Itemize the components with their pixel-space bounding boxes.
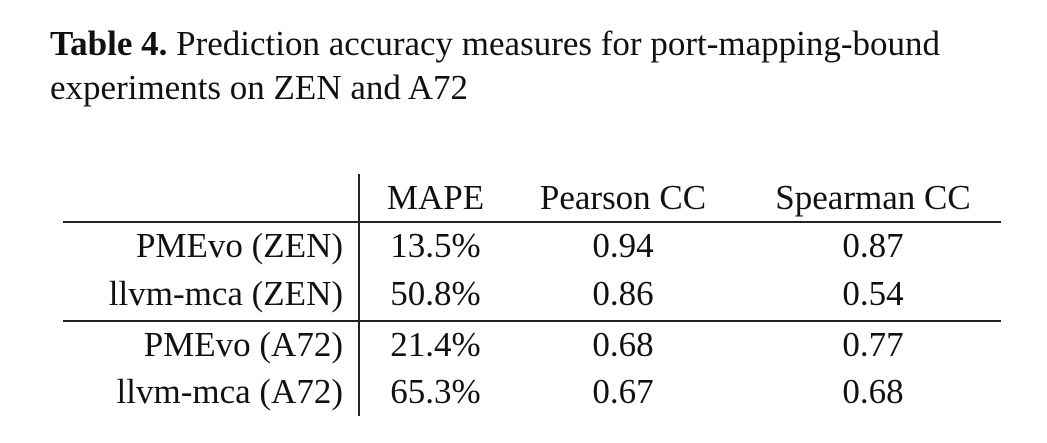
group-rule: [63, 320, 1001, 322]
cell-mape: 21.4%: [390, 325, 481, 364]
row-label: PMEvo (A72): [143, 325, 343, 364]
accuracy-table: MAPE Pearson CC Spearman CC PMEvo (ZEN) …: [63, 174, 1001, 416]
cell-pearson: 0.68: [592, 325, 654, 364]
cell-pearson: 0.86: [592, 274, 654, 313]
cell-spearman: 0.87: [842, 226, 904, 265]
header-pearson: Pearson CC: [539, 178, 707, 217]
cell-spearman: 0.77: [842, 325, 904, 364]
cell-pearson: 0.67: [592, 372, 654, 411]
cell-spearman: 0.68: [842, 372, 904, 411]
cell-mape: 13.5%: [390, 226, 481, 265]
row-label: llvm-mca (A72): [116, 372, 343, 411]
header-spearman: Spearman CC: [775, 178, 971, 217]
cell-mape: 65.3%: [390, 372, 481, 411]
table-caption: Table 4. Prediction accuracy measures fo…: [50, 22, 1010, 110]
cell-mape: 50.8%: [390, 274, 481, 313]
caption-text: Prediction accuracy measures for port-ma…: [50, 24, 941, 107]
cell-pearson: 0.94: [592, 226, 654, 265]
row-label: llvm-mca (ZEN): [108, 274, 343, 313]
row-label: PMEvo (ZEN): [135, 226, 343, 265]
cell-spearman: 0.54: [842, 274, 904, 313]
header-mape: MAPE: [386, 178, 485, 217]
vertical-rule: [358, 174, 360, 416]
header-rule: [63, 221, 1001, 223]
table-number: Table 4.: [50, 24, 168, 63]
